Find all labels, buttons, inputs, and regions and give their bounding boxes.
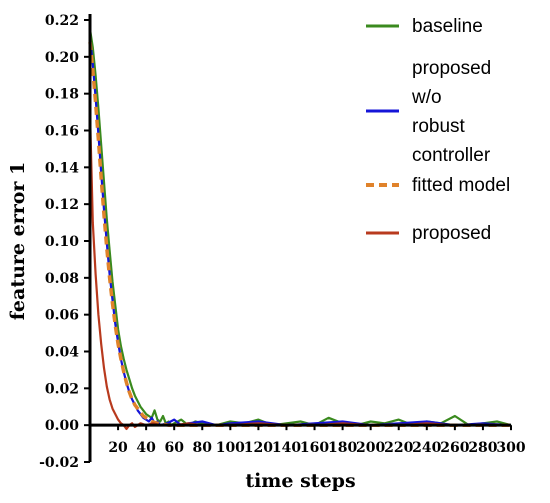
- x-tick-label: 40: [136, 440, 156, 456]
- y-tick-label: 0.18: [45, 87, 79, 103]
- y-tick-label: 0.16: [45, 124, 79, 140]
- legend-label-line: controller: [412, 145, 491, 166]
- x-tick-label: 240: [412, 440, 441, 456]
- legend-label-line: baseline: [412, 16, 483, 37]
- y-tick-label: 0.14: [45, 160, 79, 176]
- y-tick-label: 0.12: [45, 197, 79, 213]
- legend-label-2: fitted model: [412, 175, 510, 196]
- legend-label-line: proposed: [412, 58, 491, 79]
- y-tick-label: 0.10: [45, 234, 79, 250]
- y-tick-label: 0.04: [45, 345, 79, 361]
- y-tick-label: 0.22: [45, 13, 79, 29]
- legend-label-1: proposed w/o robust controller: [411, 58, 491, 166]
- y-tick-label: 0.02: [45, 381, 79, 397]
- axes: [84, 14, 512, 463]
- x-tick-label: 300: [496, 440, 525, 456]
- x-tick-label: 180: [328, 440, 357, 456]
- legend: baseline proposed w/o robust controller fitte…: [366, 16, 510, 244]
- x-tick-label: 60: [164, 440, 184, 456]
- y-tick-label: 0.08: [45, 271, 79, 287]
- x-tick-label: 120: [244, 440, 273, 456]
- y-tick-label: 0.00: [45, 418, 79, 434]
- legend-label-line: w/o: [411, 87, 442, 108]
- x-tick-label: 100: [216, 440, 245, 456]
- legend-label-0: baseline: [412, 16, 483, 37]
- x-tick-label: 260: [440, 440, 469, 456]
- legend-label-line: robust: [412, 116, 466, 137]
- y-tick-label: 0.06: [45, 308, 79, 324]
- x-tick-label: 280: [468, 440, 497, 456]
- x-tick-label: 80: [193, 440, 213, 456]
- x-tick-label: 20: [108, 440, 128, 456]
- tick-labels: -0.02 0.00 0.02 0.04 0.06 0.08 0.10 0.12 0.14 0.1…: [39, 13, 526, 471]
- y-tick-label: 0.20: [45, 50, 79, 66]
- y-axis-title: feature error 1: [7, 162, 29, 321]
- x-tick-label: 220: [384, 440, 413, 456]
- legend-label-line: proposed: [412, 223, 491, 244]
- x-tick-label: 140: [272, 440, 301, 456]
- series-line-1: [88, 38, 512, 427]
- x-tick-label: 160: [300, 440, 329, 456]
- legend-label-line: fitted model: [412, 175, 510, 196]
- y-tick-label: -0.02: [39, 455, 79, 471]
- x-tick-label: 200: [356, 440, 385, 456]
- legend-label-3: proposed: [412, 223, 491, 244]
- x-axis-title: time steps: [245, 470, 355, 492]
